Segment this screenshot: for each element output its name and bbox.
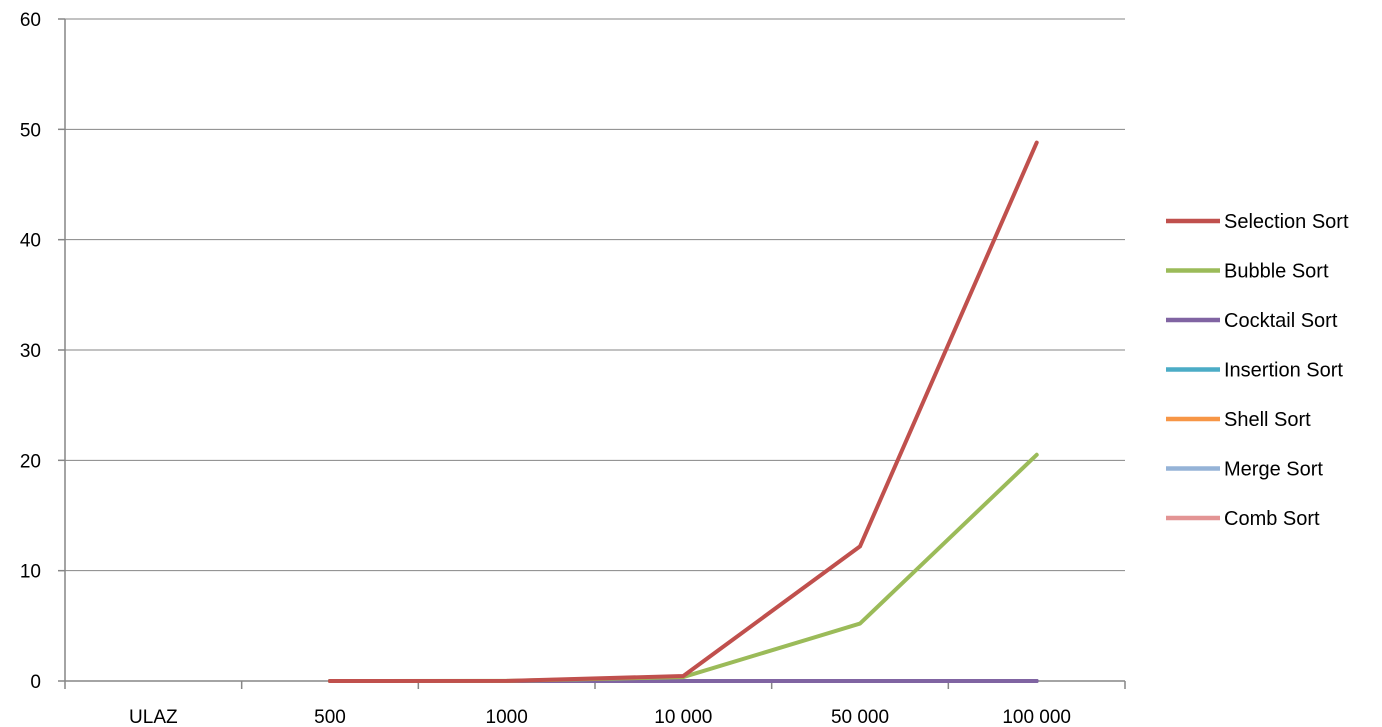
xtick-label: 100 000 — [1002, 707, 1071, 727]
ytick-label: 20 — [20, 451, 41, 472]
y-axis-ticks: 0 10 20 30 40 50 60 — [20, 10, 65, 693]
ytick-label: 0 — [30, 672, 41, 693]
xtick-label: ULAZ — [129, 707, 178, 727]
legend-label: Bubble Sort — [1224, 261, 1329, 283]
legend: Selection Sort Bubble Sort Cocktail Sort In… — [1166, 211, 1349, 530]
legend-label: Shell Sort — [1224, 409, 1311, 431]
xtick-label: 1000 — [486, 707, 528, 727]
xtick-label: 10 000 — [654, 707, 712, 727]
ytick-label: 60 — [20, 10, 41, 31]
ytick-label: 50 — [20, 120, 41, 141]
xtick-label: 500 — [314, 707, 346, 727]
x-axis-ticks: ULAZ 500 1000 10 000 50 000 100 000 — [64, 681, 1126, 727]
ytick-label: 10 — [20, 562, 41, 583]
series-line-selection-sort — [328, 140, 1039, 683]
legend-label: Merge Sort — [1224, 459, 1323, 481]
xtick-label: 50 000 — [831, 707, 889, 727]
grid-lines — [65, 18, 1125, 572]
series-line-bubble-sort — [328, 452, 1039, 683]
legend-label: Selection Sort — [1224, 211, 1349, 233]
legend-label: Comb Sort — [1224, 508, 1320, 530]
legend-label: Cocktail Sort — [1224, 310, 1338, 332]
ytick-label: 40 — [20, 231, 41, 252]
legend-label: Insertion Sort — [1224, 360, 1343, 382]
ytick-label: 30 — [20, 341, 41, 362]
series-lines — [328, 140, 1039, 683]
